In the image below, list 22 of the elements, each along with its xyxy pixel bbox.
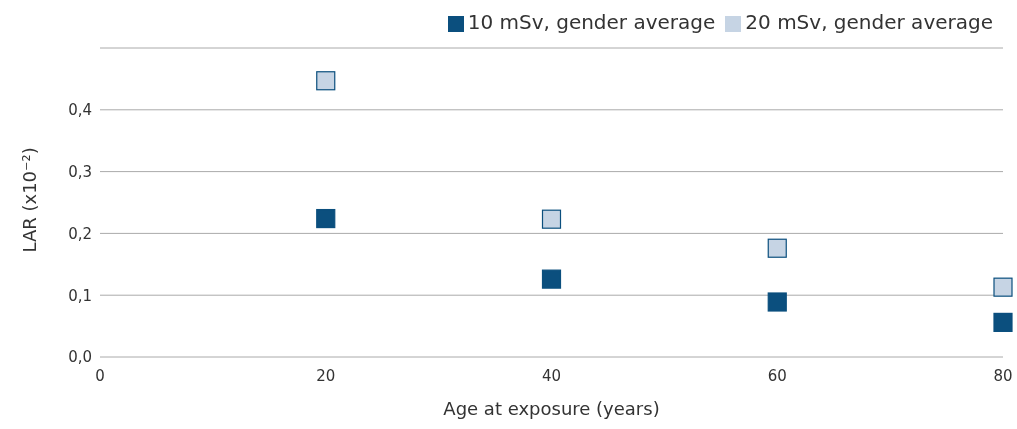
point [993, 277, 1013, 297]
x-tick-label: 40 [541, 367, 562, 385]
point [767, 292, 787, 312]
legend-label: 10 mSv, gender average [467, 10, 716, 34]
y-tick-label: 0,0 [68, 348, 92, 367]
point [316, 71, 336, 91]
x-tick-label: 60 [767, 367, 787, 385]
point [767, 238, 787, 258]
y-axis-title: LAR (x10⁻²) [19, 147, 41, 253]
x-axis-title: Age at exposure (years) [443, 398, 660, 419]
point [541, 209, 562, 229]
y-tick-label: 0,3 [68, 162, 92, 181]
x-tick-label: 80 [993, 367, 1013, 385]
point [541, 269, 562, 289]
x-tick-label: 0 [95, 367, 105, 385]
legend-label: 20 mSv, gender average [745, 10, 993, 34]
y-tick-label: 0,4 [68, 101, 92, 120]
point [316, 208, 336, 229]
x-tick-label: 20 [316, 367, 336, 385]
y-tick-label: 0,1 [68, 286, 92, 305]
y-tick-label: 0,2 [68, 224, 92, 243]
point [993, 312, 1013, 332]
